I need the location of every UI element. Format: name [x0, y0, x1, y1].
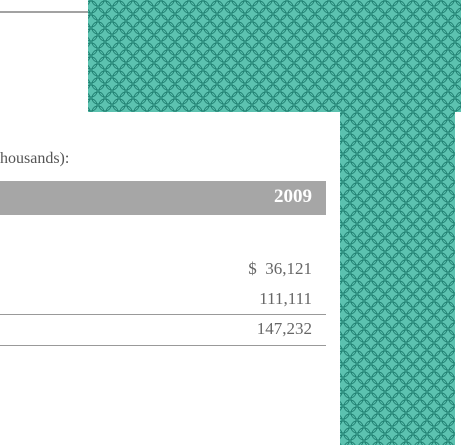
column-header: 2009	[274, 186, 312, 207]
cell: 147,232	[256, 319, 312, 338]
row-rule	[0, 314, 326, 315]
header-bar	[0, 181, 326, 215]
row-rule	[0, 345, 326, 346]
intro-text: housands):	[0, 150, 70, 167]
cell: $ 36,121	[248, 259, 312, 278]
teal-pattern	[88, 0, 461, 445]
cell: 111,111	[259, 289, 312, 308]
